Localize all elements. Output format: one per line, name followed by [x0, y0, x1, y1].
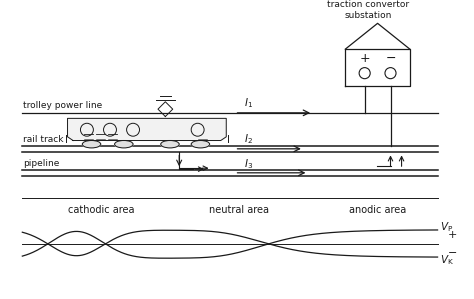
- Text: +: +: [359, 52, 370, 65]
- Ellipse shape: [82, 141, 101, 148]
- Text: $I_1$: $I_1$: [244, 96, 253, 110]
- Text: neutral area: neutral area: [209, 205, 269, 215]
- Text: $V_{\mathrm{K}}$: $V_{\mathrm{K}}$: [440, 253, 455, 267]
- Text: −: −: [385, 52, 396, 65]
- Ellipse shape: [161, 141, 179, 148]
- Text: traction convertor
substation: traction convertor substation: [327, 0, 410, 20]
- Text: rail track: rail track: [23, 135, 64, 144]
- Text: +: +: [447, 230, 457, 239]
- Ellipse shape: [115, 141, 133, 148]
- Text: $V_{\mathrm{P}}$: $V_{\mathrm{P}}$: [440, 220, 454, 234]
- Text: pipeline: pipeline: [23, 159, 60, 168]
- Ellipse shape: [191, 141, 210, 148]
- Text: anodic area: anodic area: [349, 205, 406, 215]
- Text: cathodic area: cathodic area: [67, 205, 134, 215]
- Text: $I_3$: $I_3$: [244, 157, 253, 171]
- Text: $I_2$: $I_2$: [244, 132, 253, 146]
- Text: trolley power line: trolley power line: [23, 101, 102, 110]
- Polygon shape: [67, 118, 226, 141]
- Text: −: −: [447, 248, 457, 258]
